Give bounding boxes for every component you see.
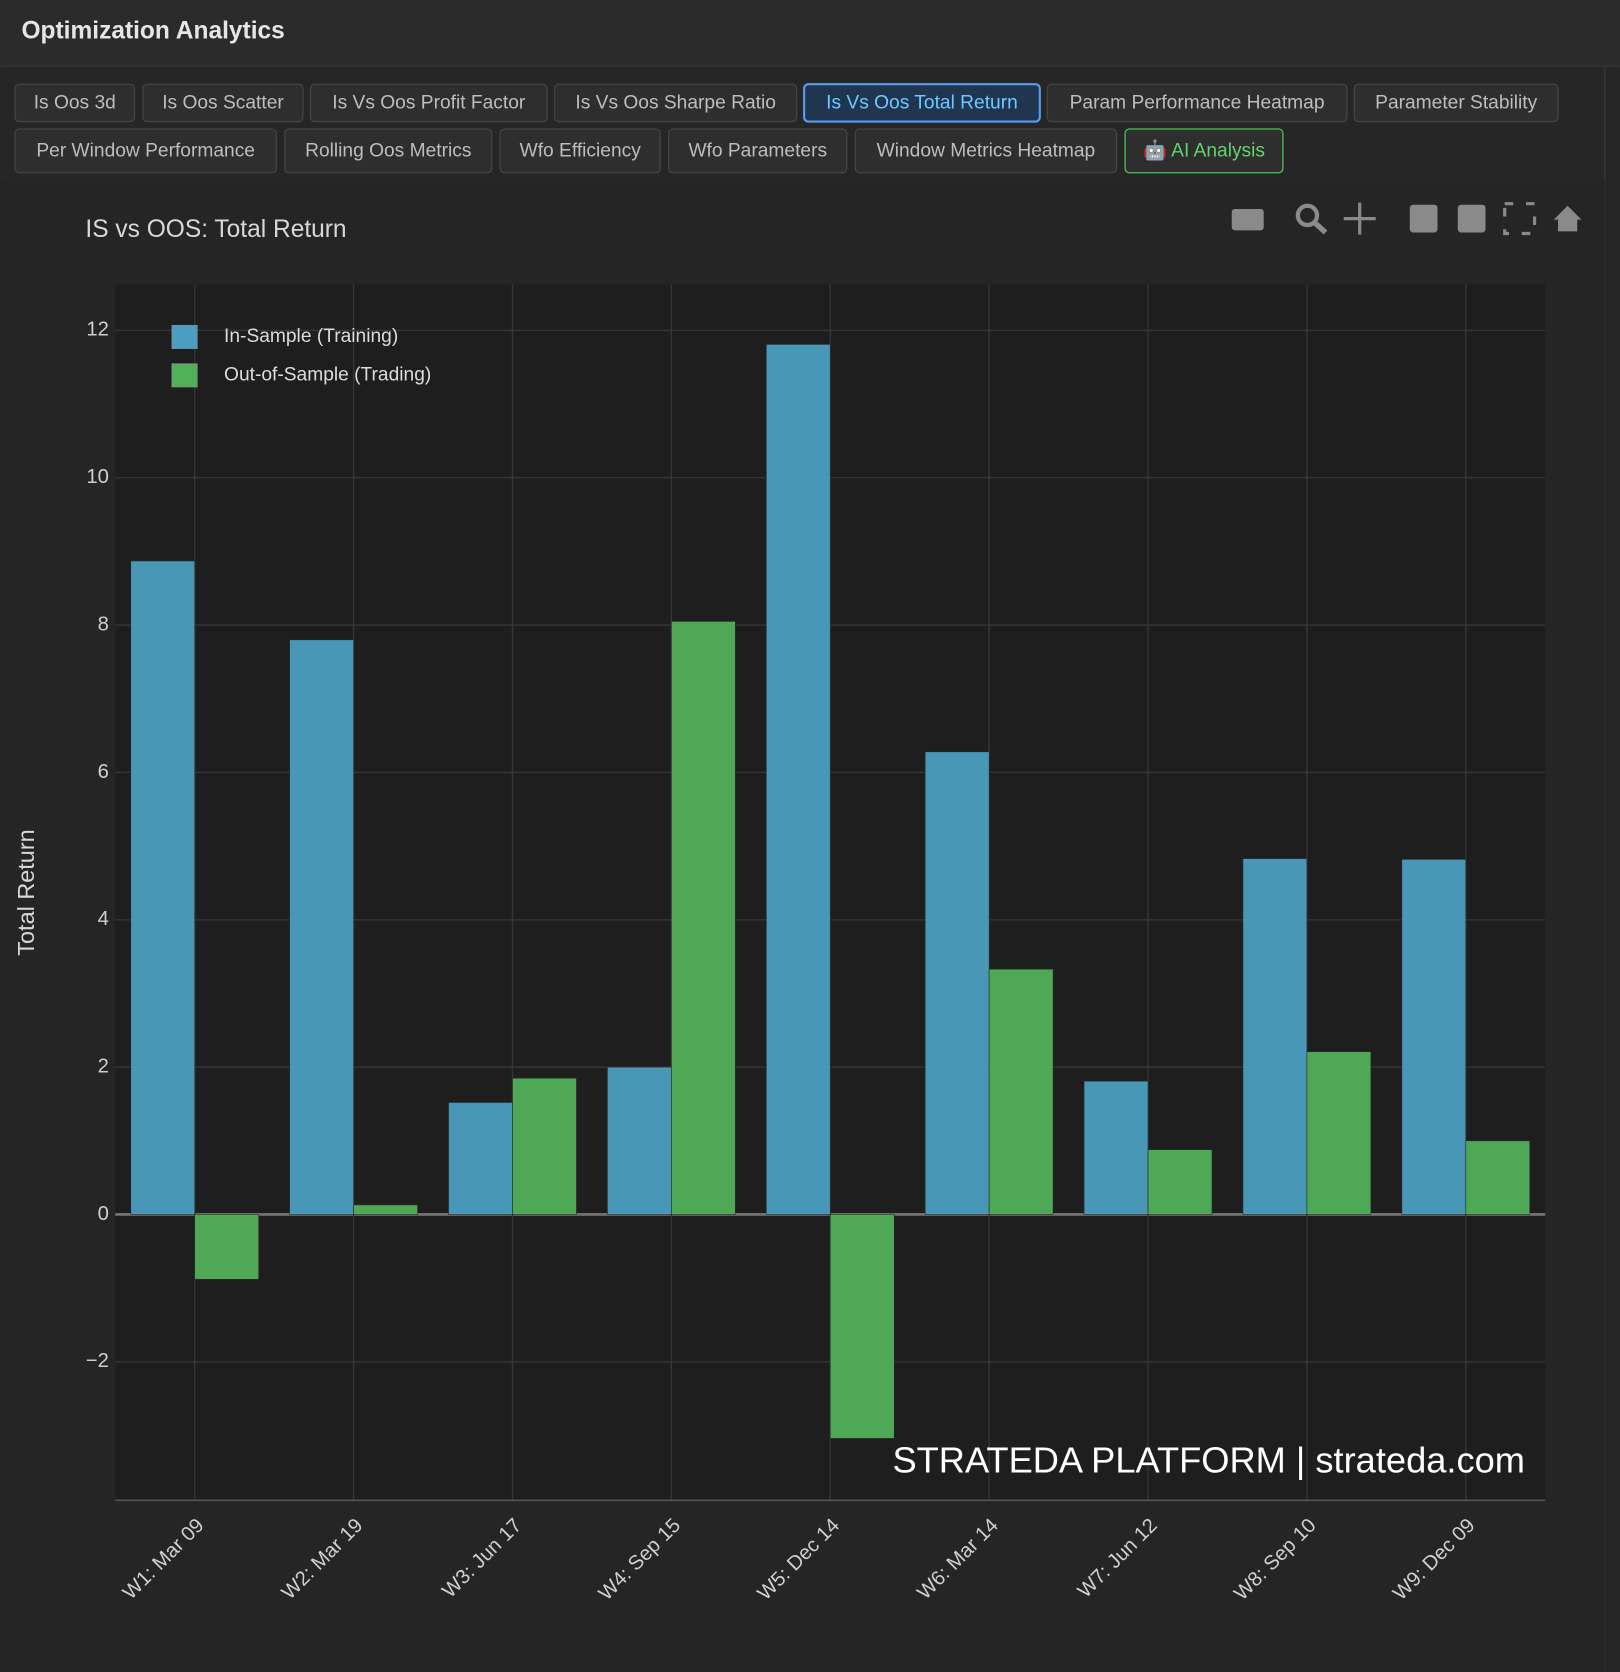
tab[interactable] — [14, 83, 136, 123]
bar — [671, 621, 736, 1215]
bar — [194, 1214, 260, 1280]
bar — [353, 1204, 418, 1215]
bars — [130, 344, 1531, 1439]
bar — [130, 560, 196, 1215]
tab[interactable] — [553, 83, 798, 123]
tab-label[interactable]: Window Metrics Heatmap — [877, 140, 1096, 161]
tab[interactable] — [668, 128, 848, 174]
tab-label[interactable]: Is Vs Oos Total Return — [826, 92, 1018, 113]
y-tick-label: 8 — [98, 613, 109, 635]
bar — [512, 1077, 577, 1215]
y-tick-label: 0 — [98, 1203, 109, 1225]
tab-label[interactable]: Wfo Parameters — [688, 140, 827, 161]
tab-label[interactable]: Rolling Oos Metrics — [305, 140, 471, 161]
bar — [1147, 1149, 1213, 1215]
bar — [924, 751, 990, 1215]
bar — [1242, 858, 1308, 1215]
tab[interactable] — [499, 128, 661, 174]
tab-bar: Is Oos 3d Is Oos Scatter Is Vs Oos Profit … — [14, 83, 1559, 174]
bar — [1083, 1080, 1149, 1215]
bar — [1306, 1051, 1372, 1215]
camera-icon[interactable] — [1231, 209, 1264, 231]
tab-label[interactable]: Wfo Efficiency — [520, 140, 642, 161]
bar — [829, 1214, 895, 1439]
tab-label[interactable]: Param Performance Heatmap — [1070, 92, 1325, 113]
tab-label[interactable]: 🤖 AI Analysis — [1143, 138, 1265, 161]
y-tick-label: 12 — [86, 319, 109, 341]
zoom-icon-handle — [1313, 220, 1328, 235]
y-tick-label: 6 — [98, 761, 109, 783]
tab[interactable] — [1353, 83, 1559, 123]
tab-label[interactable]: Is Vs Oos Sharpe Ratio — [575, 92, 776, 113]
y-axis-label: Total Return — [13, 829, 39, 955]
tab-label[interactable]: Per Window Performance — [36, 140, 255, 161]
bar — [1401, 859, 1467, 1215]
home-icon[interactable] — [1553, 205, 1582, 232]
header-bar — [0, 0, 1620, 67]
pan-icon[interactable] — [1343, 202, 1376, 235]
bar — [448, 1102, 513, 1215]
legend-swatch — [171, 363, 198, 388]
tab[interactable] — [854, 128, 1118, 174]
tab[interactable] — [803, 83, 1041, 123]
zoom-in-icon[interactable] — [1409, 204, 1438, 233]
tab-label[interactable]: Parameter Stability — [1375, 92, 1537, 113]
toolbar — [1231, 202, 1582, 236]
app-title: Optimization Analytics — [21, 17, 284, 44]
zoom-icon[interactable] — [1295, 203, 1320, 228]
tab[interactable] — [309, 83, 548, 123]
tab[interactable] — [142, 83, 304, 123]
tab[interactable] — [284, 128, 493, 174]
bar — [289, 639, 354, 1215]
bar — [765, 344, 831, 1215]
chart-title: IS vs OOS: Total Return — [85, 216, 346, 243]
tab-label[interactable]: Is Oos 3d — [34, 92, 116, 113]
bar — [1465, 1140, 1531, 1215]
tab-label[interactable]: Is Oos Scatter — [162, 92, 284, 113]
autoscale-icon[interactable] — [1503, 202, 1537, 236]
tab-label[interactable]: Is Vs Oos Profit Factor — [332, 92, 526, 113]
legend-swatch — [171, 324, 198, 349]
y-tick-label: 4 — [98, 908, 109, 930]
watermark: STRATEDA PLATFORM | strateda.com — [892, 1440, 1525, 1481]
y-tick-label: 2 — [98, 1055, 109, 1077]
y-tick-label: −2 — [86, 1350, 109, 1372]
y-tick-label: 10 — [86, 466, 109, 488]
bar — [607, 1066, 672, 1215]
legend-label: Out-of-Sample (Trading) — [224, 364, 431, 385]
tab[interactable] — [1124, 128, 1284, 174]
legend-label: In-Sample (Training) — [224, 326, 398, 347]
bar — [988, 968, 1054, 1215]
zoom-out-icon[interactable] — [1457, 204, 1486, 233]
tab[interactable] — [14, 128, 277, 174]
tab[interactable] — [1046, 83, 1348, 123]
